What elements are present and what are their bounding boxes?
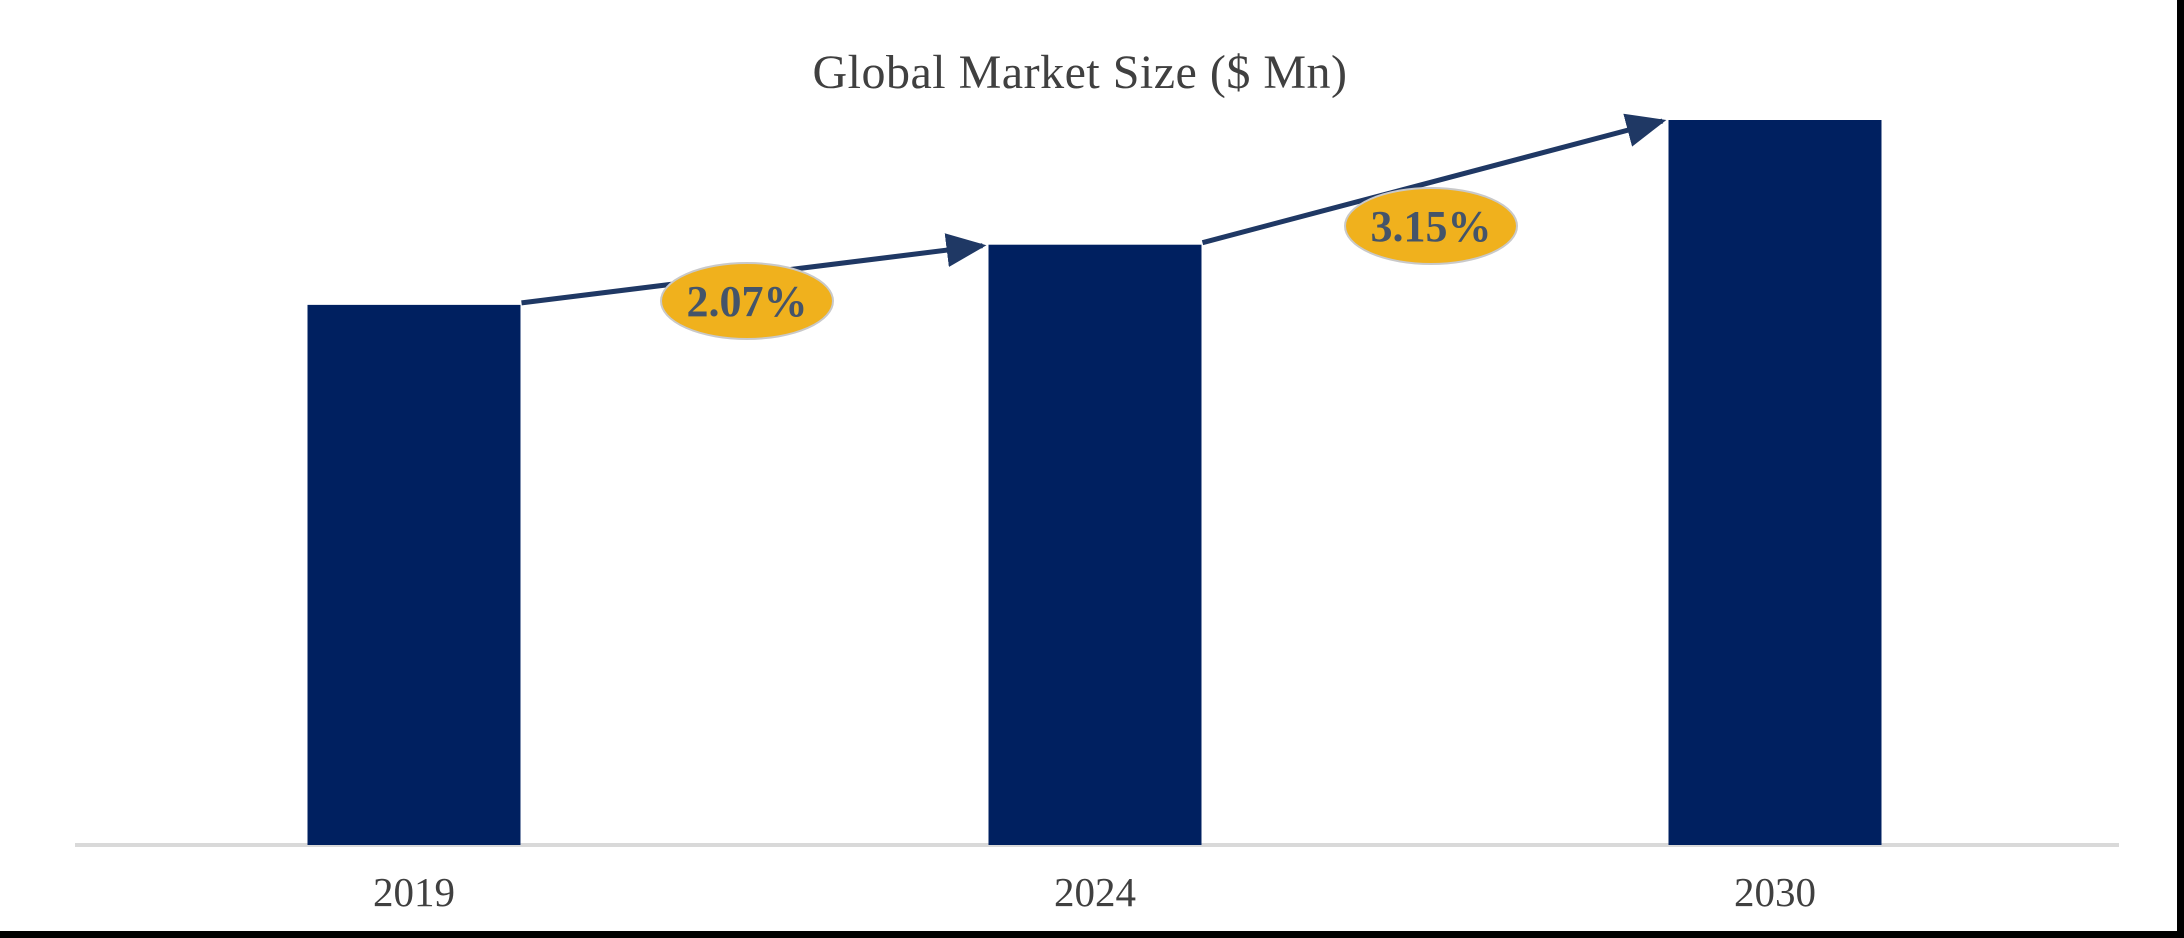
bar-2024	[988, 244, 1202, 845]
screenshot-bottom-edge-border	[0, 931, 2184, 938]
growth-badge-label-2024-2030: 3.15%	[1371, 202, 1492, 251]
growth-badge-label-2019-2024: 2.07%	[687, 277, 808, 326]
x-axis-label-2024: 2024	[1054, 869, 1136, 915]
x-axis-label-2019: 2019	[373, 869, 455, 915]
x-axis-labels-group: 2019 2024 2030	[373, 869, 1816, 915]
bar-2019	[307, 304, 521, 845]
growth-badges-group: 2.07% 3.15%	[660, 187, 1518, 340]
bar-2030	[1668, 120, 1882, 845]
chart-title: Global Market Size ($ Mn)	[812, 46, 1347, 99]
bars-group	[307, 120, 1882, 845]
x-axis-label-2030: 2030	[1734, 869, 1816, 915]
growth-badge-ellipse-2019-2024	[660, 262, 834, 340]
screenshot-right-edge-border	[2177, 0, 2184, 938]
growth-arrow-2024-2030	[1201, 113, 1667, 246]
growth-badge-ellipse-2024-2030	[1344, 187, 1518, 265]
